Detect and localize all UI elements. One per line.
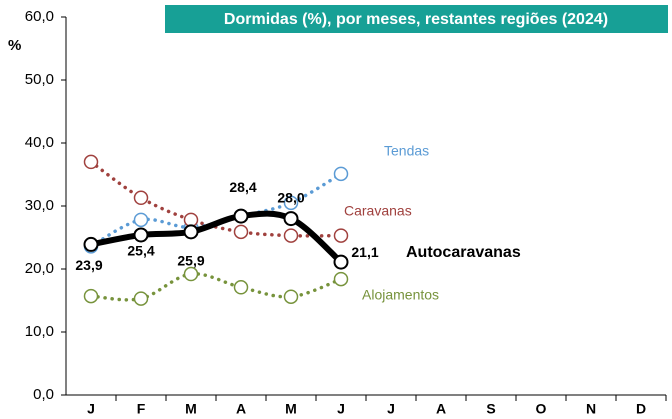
x-tick-label: J	[387, 401, 395, 417]
point	[133, 227, 149, 243]
data-label: 25,4	[127, 243, 154, 259]
x-tick-label: M	[285, 401, 297, 417]
x-tick-label: A	[436, 401, 446, 417]
point	[233, 224, 249, 240]
point	[233, 208, 249, 224]
data-label: 21,1	[351, 244, 378, 260]
y-axis-label: %	[8, 37, 21, 54]
data-label: 25,9	[177, 253, 204, 269]
point	[333, 254, 349, 270]
y-tick-label: 50,0	[25, 71, 54, 88]
chart-title: Dormidas (%), por meses, restantes regiõ…	[224, 11, 608, 28]
series-line	[89, 272, 343, 302]
y-tick-label: 0,0	[33, 386, 54, 403]
series-label: Alojamentos	[362, 287, 439, 303]
x-tick-label: J	[87, 401, 95, 417]
x-tick-label: N	[586, 401, 596, 417]
point	[133, 190, 149, 206]
x-tick-label: M	[185, 401, 197, 417]
point	[133, 212, 149, 228]
series-label: Caravanas	[344, 203, 412, 219]
x-tick-label: S	[486, 401, 495, 417]
x-tick-label: O	[536, 401, 547, 417]
x-tick-label: J	[337, 401, 345, 417]
point	[83, 154, 99, 170]
point	[333, 271, 349, 287]
point	[333, 228, 349, 243]
point	[283, 195, 299, 211]
x-tick-label: A	[236, 401, 246, 417]
point	[283, 228, 299, 243]
title-box	[165, 5, 668, 33]
series-label: Tendas	[384, 143, 429, 159]
y-tick-label: 60,0	[25, 8, 54, 25]
point	[333, 166, 349, 182]
point	[233, 280, 249, 295]
x-tick-label: F	[137, 401, 146, 417]
series-label: Autocaravanas	[406, 244, 521, 261]
data-label: 28,4	[229, 179, 256, 195]
y-tick-label: 10,0	[25, 323, 54, 340]
y-tick-label: 20,0	[25, 260, 54, 277]
point	[133, 291, 149, 306]
point	[83, 236, 99, 252]
point	[183, 266, 199, 282]
x-tick-label: D	[636, 401, 646, 417]
data-label: 28,0	[277, 189, 304, 205]
y-tick-label: 30,0	[25, 197, 54, 214]
point	[283, 289, 299, 304]
point	[83, 288, 99, 304]
y-tick-label: 40,0	[25, 134, 54, 151]
data-label: 23,9	[75, 257, 102, 273]
point	[183, 224, 199, 240]
point	[283, 211, 299, 227]
